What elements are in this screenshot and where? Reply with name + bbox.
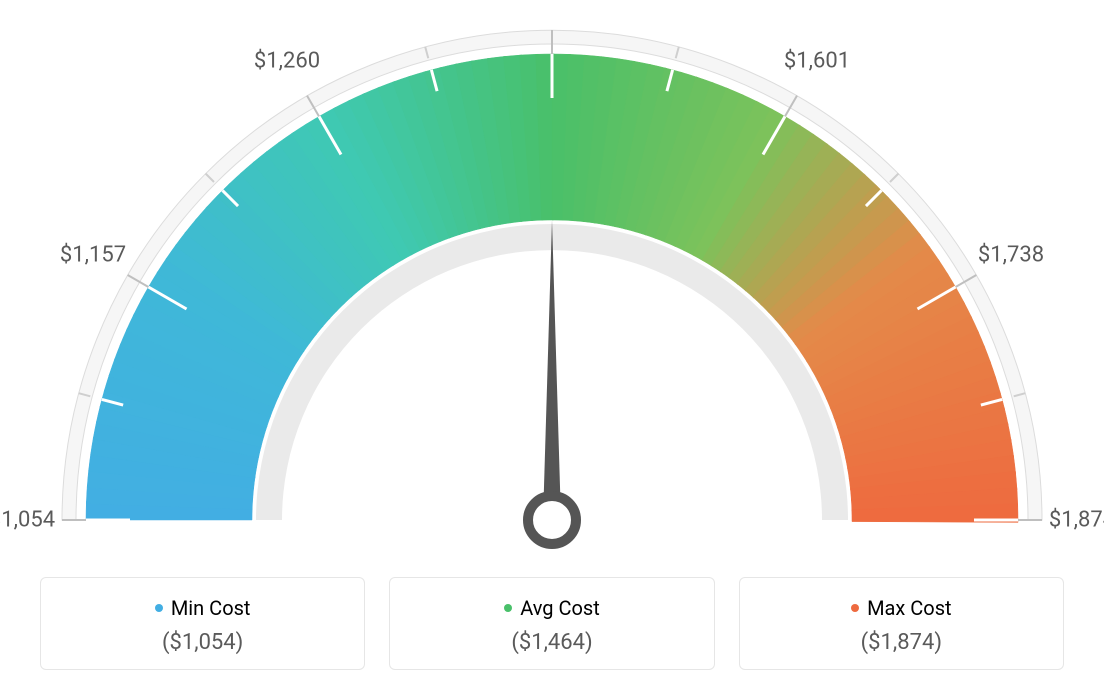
max-cost-card: Max Cost ($1,874) (739, 577, 1064, 670)
min-cost-label: Min Cost (171, 596, 251, 620)
gauge-tick-label: $1,738 (978, 243, 1044, 268)
gauge-chart: $1,054 $1,157 $1,260 $1,464 $1,601 $1,738 $1,8… (0, 0, 1104, 560)
min-dot-icon (155, 604, 163, 612)
max-cost-value: ($1,874) (756, 630, 1047, 655)
gauge-tick-label: $1,874 (1049, 508, 1104, 533)
gauge-tick-label: $1,157 (60, 243, 126, 268)
avg-cost-title: Avg Cost (504, 596, 600, 620)
min-cost-card: Min Cost ($1,054) (40, 577, 365, 670)
gauge-tick-label: $1,601 (784, 49, 850, 74)
max-dot-icon (851, 604, 859, 612)
min-cost-title: Min Cost (155, 596, 251, 620)
max-cost-title: Max Cost (851, 596, 952, 620)
gauge-tick-label: $1,260 (254, 49, 320, 74)
summary-cards: Min Cost ($1,054) Avg Cost ($1,464) Max … (40, 577, 1064, 670)
avg-cost-value: ($1,464) (406, 630, 697, 655)
gauge-tick-label: $1,054 (0, 508, 55, 533)
gauge-tick-label: $1,464 (519, 0, 585, 3)
max-cost-label: Max Cost (867, 596, 952, 620)
avg-cost-card: Avg Cost ($1,464) (389, 577, 714, 670)
avg-dot-icon (504, 604, 512, 612)
avg-cost-label: Avg Cost (520, 596, 600, 620)
min-cost-value: ($1,054) (57, 630, 348, 655)
